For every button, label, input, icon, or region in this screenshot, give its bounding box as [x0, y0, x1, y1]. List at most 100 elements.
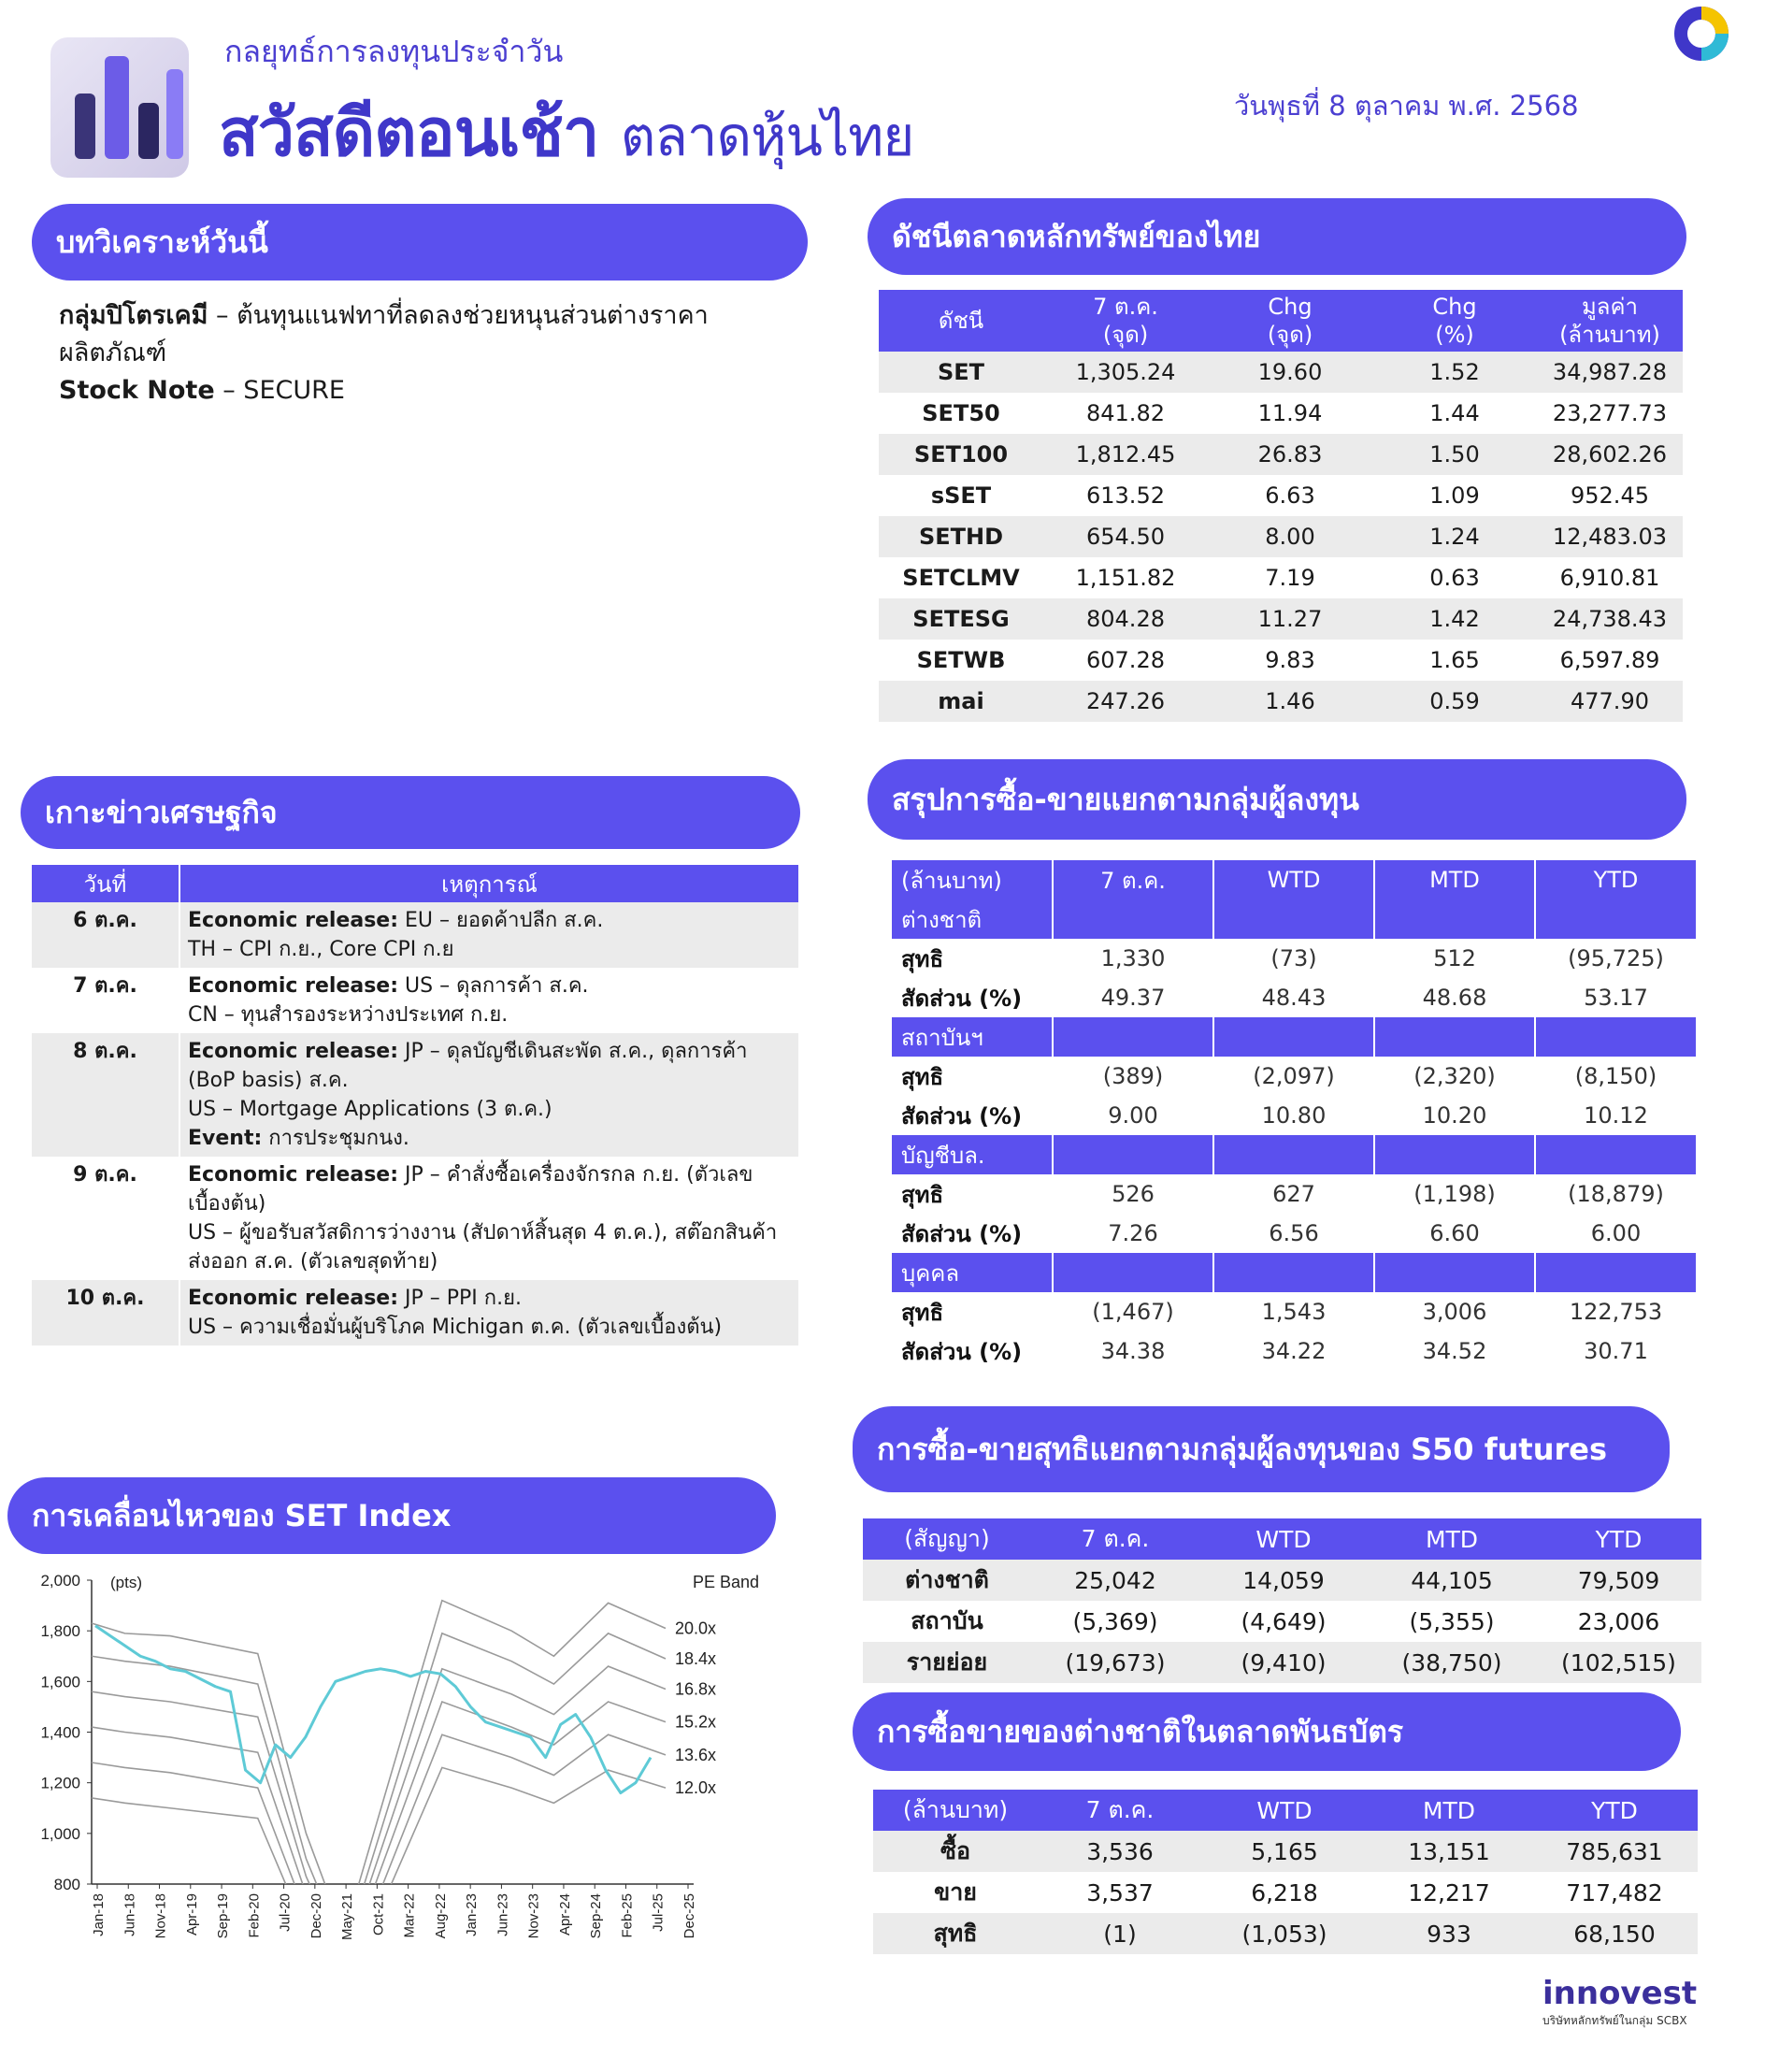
- bond-row: ขาย 3,537 6,218 12,217 717,482: [873, 1872, 1698, 1913]
- econ-event-line: Event: การประชุมกนง.: [188, 1124, 791, 1153]
- index-row: SETCLMV 1,151.82 7.19 0.63 6,910.81: [879, 557, 1683, 598]
- econ-event-text: JP – PPI ก.ย.: [398, 1287, 522, 1310]
- econ-event-text: US – ดุลการค้า ส.ค.: [398, 974, 589, 998]
- x-tick-label: Apr-19: [184, 1893, 200, 1935]
- econ-event-line: US – ความเชื่อมั่นผู้บริโภค Michigan ต.ค…: [188, 1316, 723, 1339]
- investor-cell: 53.17: [1534, 978, 1696, 1017]
- investor-row-label: สุทธิ: [901, 1299, 944, 1326]
- x-tick-label: Mar-22: [402, 1893, 418, 1938]
- bond-cell: 933: [1367, 1913, 1531, 1954]
- econ-heading: เกาะข่าวเศรษฐกิจ: [21, 776, 800, 849]
- bond-table: (ล้านบาท) 7 ต.ค. WTD MTD YTD ซื้อ 3,536 5,…: [873, 1790, 1698, 1954]
- econ-event-line: CN – ทุนสำรองระหว่างประเทศ ก.ย.: [188, 1003, 509, 1027]
- pe-band-line: [92, 1599, 667, 1884]
- y-tick-label: 2,000: [40, 1572, 80, 1590]
- investor-group-row: ต่างชาติ: [892, 899, 1696, 939]
- bond-row-label: ขาย: [934, 1878, 977, 1906]
- index-cell: 247.26: [1043, 681, 1208, 722]
- index-cell: 24,738.43: [1537, 598, 1683, 640]
- index-cell: 1.44: [1429, 400, 1480, 426]
- index-cell: 26.83: [1208, 434, 1372, 475]
- index-cell: 7.19: [1265, 565, 1315, 591]
- investor-net-row: สุทธิ (389) (2,097) (2,320) (8,150): [892, 1057, 1696, 1096]
- index-cell: 6,597.89: [1559, 647, 1660, 673]
- index-cell: 477.90: [1537, 681, 1683, 722]
- econ-event-label: Economic release:: [188, 1163, 399, 1187]
- analysis-item2-title: Stock Note: [59, 376, 215, 405]
- futures-cell: (5,369): [1072, 1607, 1158, 1635]
- y-tick-label: 1,200: [40, 1775, 80, 1792]
- investor-net-row: สุทธิ (1,467) 1,543 3,006 122,753: [892, 1292, 1696, 1331]
- econ-event-label: Economic release:: [188, 1040, 399, 1063]
- index-cell: 1.24: [1372, 516, 1537, 557]
- x-tick-label: Aug-22: [433, 1893, 449, 1938]
- chart-legend-title: PE Band: [693, 1573, 759, 1591]
- x-tick-label: Dec-25: [681, 1893, 697, 1938]
- bond-col-ytd: YTD: [1531, 1790, 1698, 1831]
- futures-row: สถาบัน (5,369) (4,649) (5,355) 23,006: [863, 1601, 1701, 1642]
- title-main: สวัสดีตอนเช้า: [219, 94, 599, 171]
- futures-cell: (19,673): [1031, 1642, 1199, 1683]
- index-table-header: ดัชนี 7 ต.ค. (จุด) Chg (จุด) Chg (%) มูลค่า…: [879, 290, 1683, 352]
- investor-group-blank: [1534, 1253, 1696, 1292]
- x-tick-label: Dec-20: [308, 1893, 324, 1938]
- index-name: SETHD: [879, 516, 1043, 557]
- econ-event-line: Economic release: JP – ดุลบัญชีเดินสะพัด…: [188, 1037, 791, 1095]
- futures-cell: (9,410): [1199, 1642, 1368, 1683]
- bond-cell: 12,217: [1408, 1878, 1490, 1907]
- econ-row: 7 ต.ค. Economic release: US – ดุลการค้า ส…: [32, 968, 798, 1033]
- econ-date: 10 ต.ค.: [32, 1280, 180, 1345]
- investor-share-row: สัดส่วน (%) 49.37 48.43 48.68 53.17: [892, 978, 1696, 1017]
- investor-share-row: สัดส่วน (%) 34.38 34.22 34.52 30.71: [892, 1331, 1696, 1371]
- x-tick-label: Sep-24: [588, 1893, 604, 1938]
- investor-group-blank: [1212, 1017, 1374, 1057]
- page-subtitle: กลยุทธ์การลงทุนประจำวัน: [224, 34, 564, 69]
- investor-net-row: สุทธิ 1,330 (73) 512 (95,725): [892, 939, 1696, 978]
- bond-cell: 68,150: [1531, 1913, 1698, 1954]
- index-cell: 841.82: [1086, 400, 1165, 426]
- investor-cell: 10.80: [1212, 1096, 1374, 1135]
- investor-group-blank: [1373, 1135, 1535, 1174]
- index-name: SET: [879, 352, 1043, 393]
- pe-band-line: [92, 1734, 667, 1884]
- futures-row-label: สถาบัน: [911, 1607, 983, 1634]
- econ-event-label: Economic release:: [188, 1287, 399, 1310]
- econ-event-text: JP – คำสั่งซื้อเครื่องจักรกล ก.ย. (ตัวเล…: [188, 1163, 753, 1216]
- investor-cell: (1,198): [1373, 1174, 1535, 1214]
- page-title: สวัสดีตอนเช้า ตลาดหุ้นไทย: [219, 80, 914, 184]
- pe-band-line: [92, 1700, 667, 1884]
- index-cell: 613.52: [1086, 482, 1165, 509]
- bond-cell: 6,218: [1251, 1878, 1318, 1907]
- footer-tagline: บริษัทหลักทรัพย์ในกลุ่ม SCBX: [1542, 2014, 1687, 2027]
- futures-col-day: 7 ต.ค.: [1031, 1518, 1199, 1560]
- econ-event: Economic release: JP – ดุลบัญชีเดินสะพัด…: [179, 1033, 798, 1157]
- investor-group-name: สถาบันฯ: [892, 1017, 1053, 1057]
- investor-row-label: สัดส่วน (%): [901, 1102, 1023, 1130]
- pe-band-label: 12.0x: [675, 1778, 716, 1797]
- investor-cell: 34.52: [1373, 1331, 1535, 1371]
- analysis-item1-text2: ผลิตภัณฑ์: [59, 338, 167, 367]
- investor-group-blank: [1373, 1017, 1535, 1057]
- investor-cell: 48.68: [1373, 978, 1535, 1017]
- econ-event-line: Economic release: JP – คำสั่งซื้อเครื่อง…: [188, 1160, 791, 1218]
- investor-group-row: บัญชีบล.: [892, 1135, 1696, 1174]
- header-logo-image: [50, 37, 189, 178]
- bond-cell: 717,482: [1566, 1878, 1663, 1907]
- analysis-body: กลุ่มปิโตรเคมี – ต้นทุนแนฟทาที่ลดลงช่วยห…: [59, 297, 769, 410]
- index-cell: 8.00: [1208, 516, 1372, 557]
- bond-table-header: (ล้านบาท) 7 ต.ค. WTD MTD YTD: [873, 1790, 1698, 1831]
- bond-cell: (1,053): [1202, 1913, 1367, 1954]
- investor-group-blank: [1212, 1135, 1374, 1174]
- index-name: SETCLMV: [902, 565, 1020, 591]
- x-tick-label: Apr-24: [557, 1893, 573, 1935]
- index-cell: 23,277.73: [1552, 400, 1668, 426]
- econ-event-text: EU – ยอดค้าปลีก ส.ค.: [398, 909, 604, 932]
- futures-cell: (4,649): [1241, 1607, 1327, 1635]
- futures-row: รายย่อย (19,673) (9,410) (38,750) (102,515): [863, 1642, 1701, 1683]
- bond-col-wtd: WTD: [1202, 1790, 1367, 1831]
- investor-cell: 10.20: [1373, 1096, 1535, 1135]
- futures-col-ytd: YTD: [1536, 1518, 1701, 1560]
- investor-cell: 122,753: [1534, 1292, 1696, 1331]
- investor-col-mtd: MTD: [1373, 860, 1535, 899]
- index-row: SET50 841.82 11.94 1.44 23,277.73: [879, 393, 1683, 434]
